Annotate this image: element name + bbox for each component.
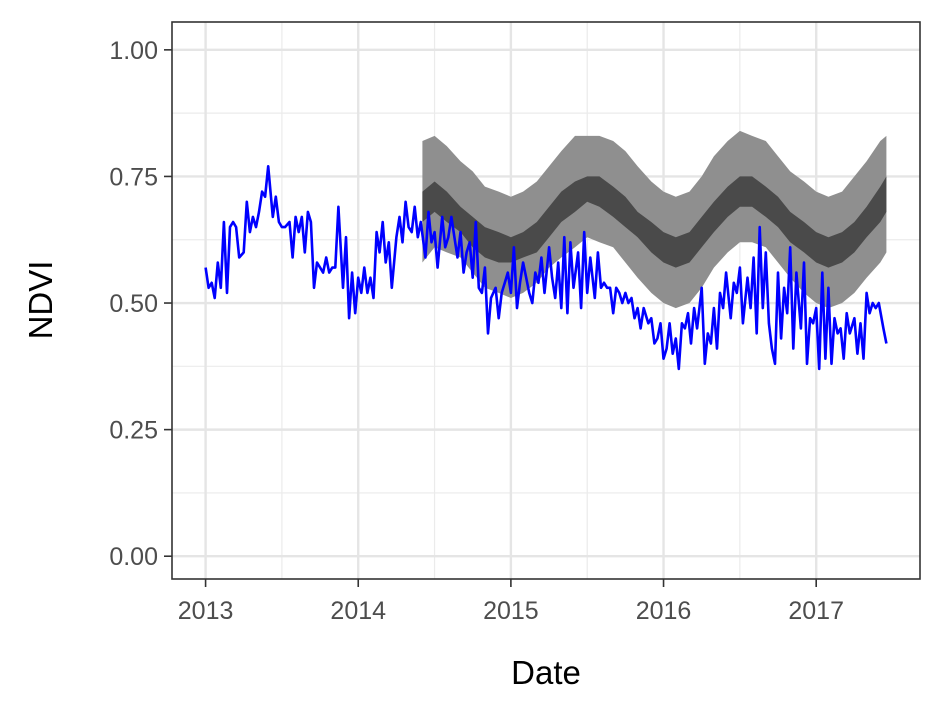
x-tick-label: 2016 xyxy=(636,597,692,625)
y-tick-label: 0.00 xyxy=(109,543,158,571)
observed-line xyxy=(204,165,888,371)
forecast-band-inner xyxy=(422,176,887,268)
axes: 2013 2014 2015 2016 2017 0.00 0.25 0.50 0.75 1.00 xyxy=(109,37,844,625)
plot-border xyxy=(171,21,921,580)
x-tick-label: 2017 xyxy=(788,597,844,625)
forecast-bands xyxy=(422,130,887,309)
forecast-band-outer xyxy=(422,130,887,309)
x-axis-title: Date xyxy=(511,654,581,691)
observed-series xyxy=(204,165,888,371)
y-axis-title: NDVI xyxy=(22,261,59,340)
plot-panel xyxy=(172,22,920,579)
x-tick-label: 2015 xyxy=(483,597,539,625)
y-tick-label: 0.25 xyxy=(109,417,158,445)
y-tick-label: 1.00 xyxy=(109,37,158,65)
y-tick-label: 0.50 xyxy=(109,290,158,318)
x-tick-label: 2013 xyxy=(178,597,234,625)
y-tick-label: 0.75 xyxy=(109,163,158,191)
x-tick-label: 2014 xyxy=(330,597,386,625)
